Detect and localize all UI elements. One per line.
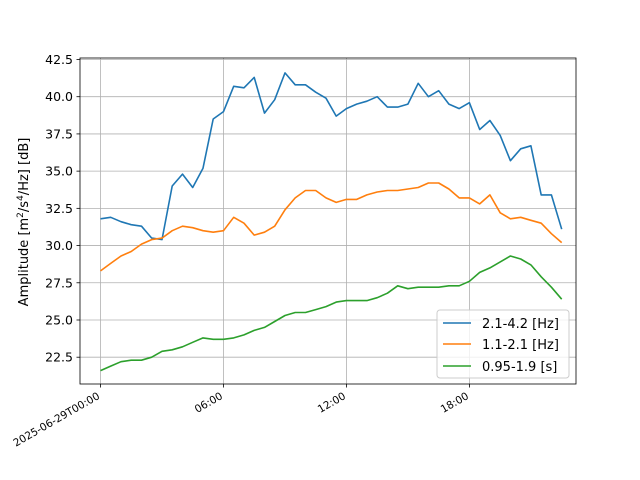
- legend: 2.1-4.2 [Hz] 1.1-2.1 [Hz] 0.95-1.9 [s]: [436, 309, 570, 379]
- y-tick-label: 40.0: [45, 89, 73, 104]
- y-axis-label: Amplitude [m2/s4/Hz] [dB]: [16, 138, 32, 307]
- y-tick-label: 37.5: [45, 126, 73, 141]
- legend-label-series-1: 2.1-4.2 [Hz]: [482, 317, 559, 332]
- y-tick-label: 35.0: [45, 164, 73, 179]
- legend-box: [436, 309, 570, 379]
- series-lines: [100, 72, 563, 372]
- y-tick-label: 27.5: [45, 275, 73, 290]
- grid-lines: [80, 58, 576, 384]
- legend-label-series-2: 1.1-2.1 [Hz]: [482, 338, 559, 353]
- series-line-2: [100, 182, 563, 272]
- y-tick-label: 42.5: [45, 52, 73, 67]
- y-tick-label: 22.5: [45, 350, 73, 365]
- series-line-1: [100, 72, 563, 241]
- series-line-3: [100, 255, 563, 372]
- y-tick-label: 25.0: [45, 312, 73, 327]
- legend-label-series-3: 0.95-1.9 [s]: [482, 360, 557, 375]
- axes-frame: [79, 57, 577, 385]
- y-tick-label: 30.0: [45, 238, 73, 253]
- y-tick-label: 32.5: [45, 201, 73, 216]
